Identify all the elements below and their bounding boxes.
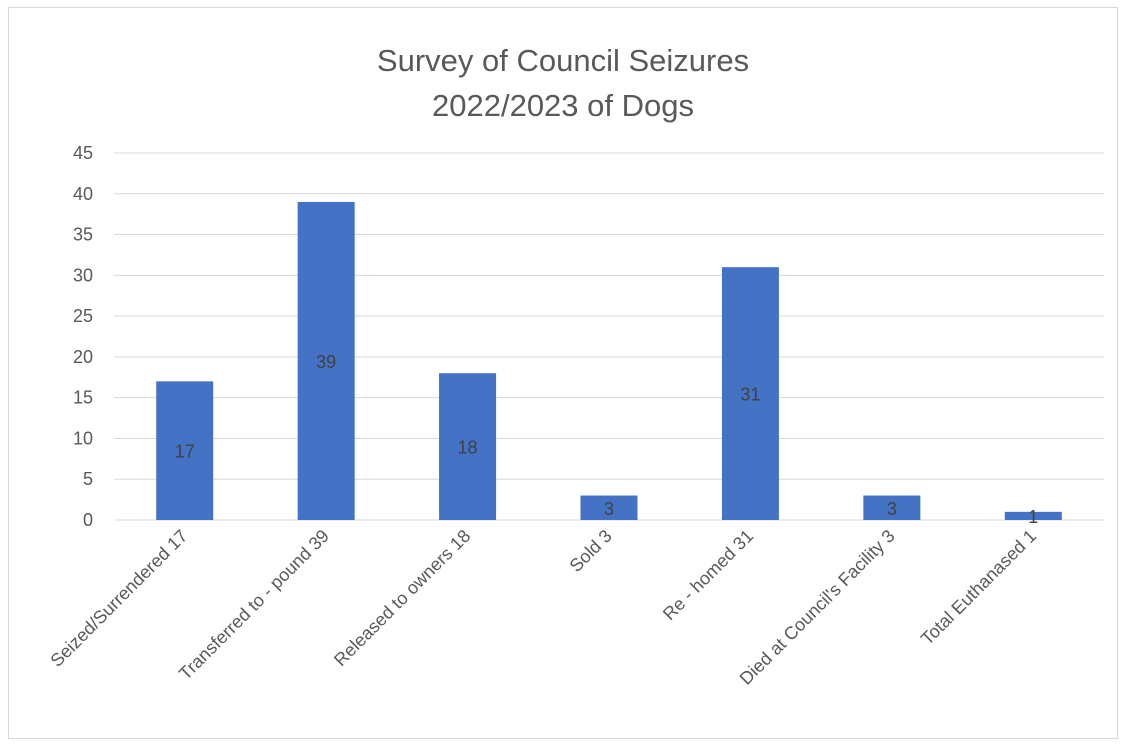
y-tick-label-30: 30 bbox=[73, 265, 93, 285]
bar-5 bbox=[721, 267, 779, 520]
bar-4 bbox=[580, 495, 638, 520]
bar-1 bbox=[156, 381, 214, 520]
x-category-label-4: Sold 3 bbox=[566, 526, 616, 576]
chart-title-line-2: 2022/2023 of Dogs bbox=[432, 88, 694, 123]
y-tick-label-35: 35 bbox=[73, 225, 93, 245]
data-label-5: 31 bbox=[740, 385, 760, 405]
data-label-2: 39 bbox=[316, 352, 336, 372]
x-category-label-3: Released to owners 18 bbox=[330, 526, 474, 670]
data-label-1: 17 bbox=[175, 442, 195, 462]
y-tick-label-20: 20 bbox=[73, 347, 93, 367]
y-tick-label-15: 15 bbox=[73, 388, 93, 408]
bar-2 bbox=[297, 201, 355, 520]
chart-title-line-1: Survey of Council Seizures bbox=[376, 43, 750, 78]
x-category-label-5: Re - homed 31 bbox=[659, 526, 757, 624]
y-tick-label-40: 40 bbox=[73, 184, 93, 204]
data-label-7: 1 bbox=[1028, 507, 1038, 527]
x-category-label-7: Total Euthanased 1 bbox=[917, 526, 1040, 649]
bar-3 bbox=[439, 373, 497, 520]
bar-6 bbox=[863, 495, 921, 520]
x-category-label-1: Seized/Surrendered 17 bbox=[46, 526, 191, 671]
y-axis: 0 5 10 15 20 25 30 35 40 45 bbox=[73, 143, 93, 530]
bar-7 bbox=[1004, 511, 1062, 520]
data-label-6: 3 bbox=[887, 499, 897, 519]
chart-title: Survey of Council Seizures 2022/2023 of … bbox=[0, 38, 1126, 128]
bars bbox=[156, 201, 1062, 520]
x-category-label-6: Died at Council's Facility 3 bbox=[736, 526, 899, 689]
y-tick-label-45: 45 bbox=[73, 143, 93, 163]
gridlines bbox=[114, 152, 1104, 521]
data-label-3: 18 bbox=[458, 438, 478, 458]
y-tick-label-0: 0 bbox=[83, 510, 93, 530]
x-category-label-2: Transferred to - pound 39 bbox=[175, 526, 333, 684]
y-tick-label-10: 10 bbox=[73, 428, 93, 448]
y-tick-label-5: 5 bbox=[83, 469, 93, 489]
chart-area bbox=[8, 7, 1118, 739]
y-tick-label-25: 25 bbox=[73, 306, 93, 326]
data-label-4: 3 bbox=[604, 499, 614, 519]
